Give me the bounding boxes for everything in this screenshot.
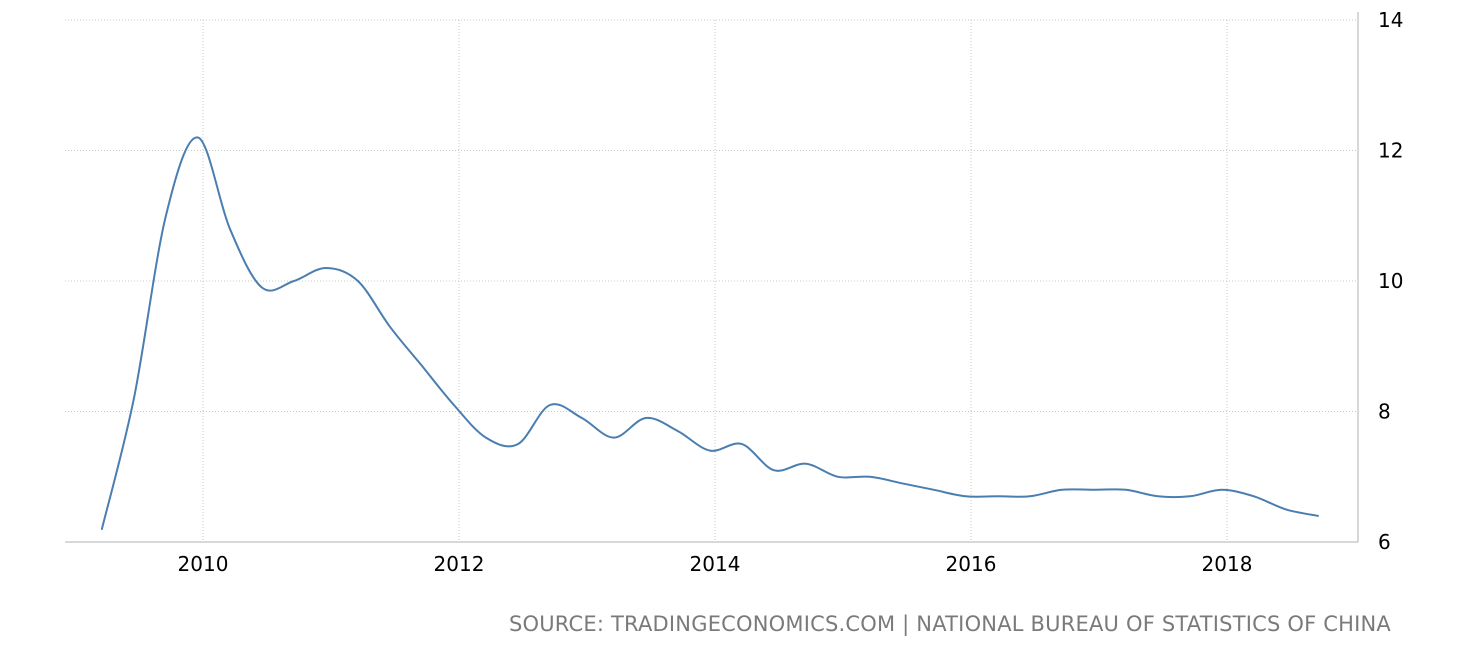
data-point bbox=[324, 266, 328, 270]
data-point bbox=[548, 403, 552, 407]
data-point bbox=[484, 436, 488, 440]
data-point bbox=[836, 475, 840, 479]
data-point bbox=[708, 449, 712, 453]
data-point bbox=[228, 227, 232, 231]
data-point bbox=[996, 494, 1000, 498]
x-tick-label: 2016 bbox=[946, 552, 997, 576]
data-point bbox=[132, 396, 136, 400]
y-tick-label: 10 bbox=[1378, 269, 1403, 293]
data-point bbox=[196, 135, 200, 139]
data-point bbox=[292, 279, 296, 283]
data-point bbox=[1188, 494, 1192, 498]
x-tick-label: 2012 bbox=[434, 552, 485, 576]
data-point bbox=[1284, 507, 1288, 511]
series-line bbox=[100, 136, 1319, 530]
y-tick-label: 14 bbox=[1378, 8, 1403, 32]
data-point bbox=[612, 436, 616, 440]
data-point bbox=[452, 403, 456, 407]
data-point bbox=[772, 468, 776, 472]
data-point bbox=[164, 214, 168, 218]
data-point bbox=[100, 527, 104, 531]
data-point bbox=[932, 488, 936, 492]
data-point bbox=[1220, 488, 1224, 492]
data-point bbox=[964, 494, 968, 498]
line-chart: 6 8 10 12 14 2010 2012 2014 2016 2018 bbox=[65, 8, 1404, 576]
data-point bbox=[676, 429, 680, 433]
data-point bbox=[1252, 494, 1256, 498]
data-point bbox=[1060, 488, 1064, 492]
data-point bbox=[868, 475, 872, 479]
data-point bbox=[356, 279, 360, 283]
data-point bbox=[1156, 494, 1160, 498]
series bbox=[100, 135, 1320, 531]
data-point bbox=[516, 442, 520, 446]
data-point bbox=[740, 442, 744, 446]
y-tick-label: 8 bbox=[1378, 400, 1391, 424]
x-tick-label: 2010 bbox=[178, 552, 229, 576]
data-point bbox=[1092, 488, 1096, 492]
data-point bbox=[580, 416, 584, 420]
data-point bbox=[804, 462, 808, 466]
data-point bbox=[388, 325, 392, 329]
data-point bbox=[420, 364, 424, 368]
data-point bbox=[900, 481, 904, 485]
data-point bbox=[1028, 494, 1032, 498]
x-tick-label: 2014 bbox=[690, 552, 741, 576]
data-point bbox=[1316, 514, 1320, 518]
axes bbox=[65, 12, 1359, 543]
data-point bbox=[260, 286, 264, 290]
tick-labels: 6 8 10 12 14 2010 2012 2014 2016 2018 bbox=[178, 8, 1404, 576]
y-tick-label: 6 bbox=[1378, 530, 1391, 554]
data-point bbox=[644, 416, 648, 420]
y-tick-label: 12 bbox=[1378, 139, 1403, 163]
x-tick-label: 2018 bbox=[1202, 552, 1253, 576]
source-credit: SOURCE: TRADINGECONOMICS.COM | NATIONAL … bbox=[508, 612, 1391, 636]
grid-lines bbox=[65, 19, 1358, 542]
data-point bbox=[1124, 488, 1128, 492]
